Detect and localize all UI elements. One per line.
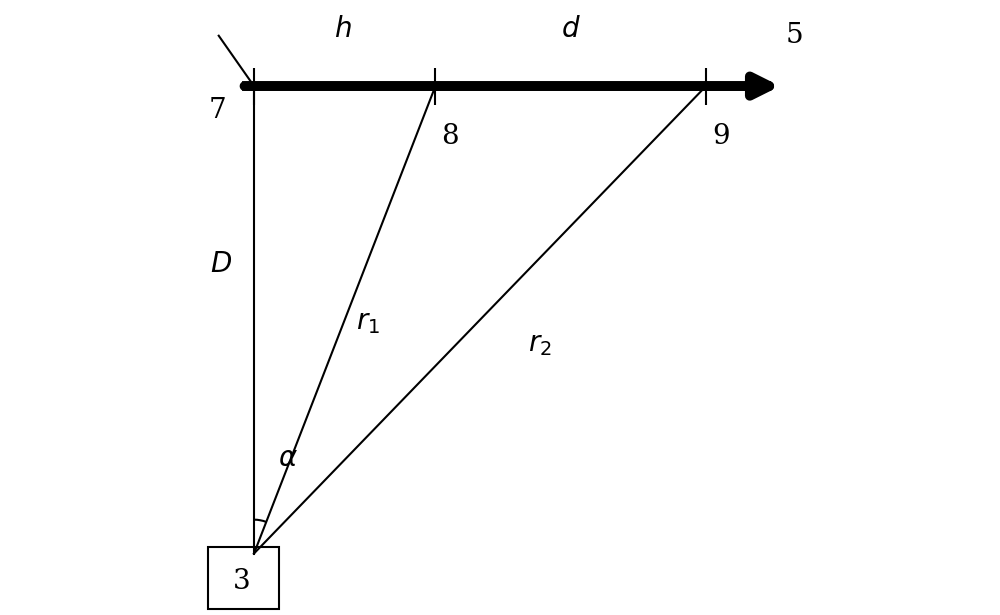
Text: $r_2$: $r_2$ (528, 331, 552, 358)
Text: $D$: $D$ (210, 251, 232, 278)
Text: 7: 7 (209, 97, 226, 124)
Text: 8: 8 (442, 123, 459, 150)
Text: 9: 9 (712, 123, 730, 150)
Text: $h$: $h$ (334, 16, 352, 43)
Text: 5: 5 (786, 22, 804, 49)
Text: $r_1$: $r_1$ (356, 309, 380, 336)
Text: $\alpha$: $\alpha$ (278, 445, 298, 472)
Text: $d$: $d$ (561, 16, 581, 43)
Text: 3: 3 (233, 568, 251, 595)
Bar (208, 547, 279, 609)
